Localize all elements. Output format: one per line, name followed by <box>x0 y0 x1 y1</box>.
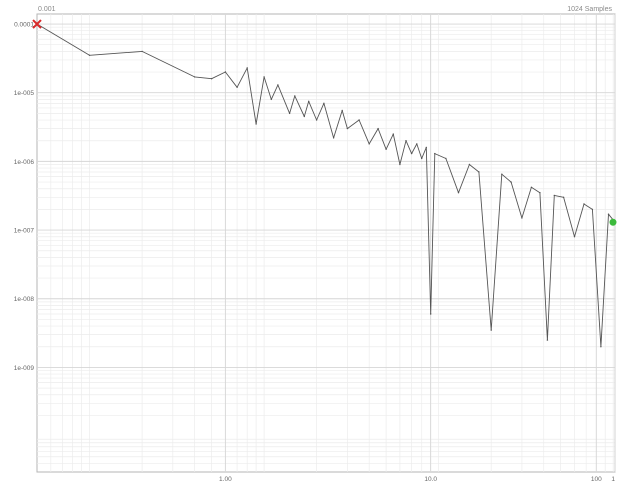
data-point <box>478 171 480 173</box>
data-point <box>246 67 248 69</box>
data-point <box>562 196 565 198</box>
data-point <box>553 194 555 197</box>
data-point <box>405 140 407 142</box>
y-tick-label: 1e-008 <box>14 296 35 303</box>
data-point <box>546 339 549 341</box>
data-point <box>591 208 594 211</box>
data-point <box>573 236 576 238</box>
data-point <box>255 123 257 125</box>
data-point <box>457 192 460 194</box>
data-point <box>341 109 343 112</box>
major-grid <box>37 14 616 472</box>
data-point <box>224 71 227 73</box>
y-tick-label: 1e-009 <box>14 365 35 372</box>
data-point <box>434 152 436 155</box>
data-point <box>530 186 533 188</box>
data-point <box>294 95 296 97</box>
data-point <box>445 157 447 160</box>
data-point <box>600 346 602 348</box>
data-point <box>288 112 291 115</box>
end-marker-icon <box>609 218 617 226</box>
data-point <box>263 76 265 78</box>
x-tick-label: 1.00 <box>219 476 232 483</box>
data-point <box>368 143 370 145</box>
series-layer <box>36 23 616 348</box>
x-tick-label: 100 <box>591 476 602 483</box>
data-point <box>501 173 503 175</box>
y-axis-ticks: 0.0001 1e-005 1e-006 1e-007 1e-008 1e-009 <box>14 22 35 372</box>
data-point <box>421 157 423 160</box>
data-point <box>490 329 492 331</box>
data-point <box>323 102 325 105</box>
data-point <box>303 115 305 118</box>
data-point <box>392 133 394 135</box>
data-point <box>210 78 213 80</box>
y-tick-label: 1e-006 <box>14 159 35 166</box>
y-tick-label: 1e-005 <box>14 90 35 97</box>
data-point <box>430 313 432 315</box>
y-tick-label: 1e-007 <box>14 228 35 235</box>
data-point <box>346 127 349 130</box>
corner-label-left: 0.001 <box>38 6 56 13</box>
minor-grid <box>37 14 615 472</box>
data-point <box>358 119 360 121</box>
data-point <box>377 127 379 130</box>
x-axis-ticks: 1.00 10.0 100 1 <box>219 476 615 483</box>
data-point <box>315 119 318 121</box>
x-tick-label: 10.0 <box>424 476 437 483</box>
data-point <box>583 203 585 205</box>
data-point <box>141 50 143 53</box>
data-point <box>385 148 387 150</box>
plot-area <box>36 13 616 473</box>
data-point <box>332 137 335 139</box>
x-tick-label: 1 <box>611 476 615 483</box>
data-point <box>416 143 418 145</box>
data-point <box>277 84 279 86</box>
data-point <box>399 163 401 166</box>
start-marker-icon <box>32 19 42 29</box>
data-point <box>308 100 310 103</box>
data-point <box>410 152 413 155</box>
data-point <box>236 86 238 89</box>
corner-label-right: 1024 Samples <box>567 6 612 13</box>
marker-layer <box>32 19 617 226</box>
data-point <box>425 146 427 149</box>
data-point <box>510 181 512 183</box>
data-point <box>521 217 523 219</box>
data-point <box>468 163 471 166</box>
data-point <box>539 192 541 194</box>
data-point <box>607 213 610 215</box>
data-point <box>193 76 196 78</box>
data-point <box>270 98 272 101</box>
data-point <box>88 54 91 56</box>
y-tick-label: 0.0001 <box>14 22 34 29</box>
